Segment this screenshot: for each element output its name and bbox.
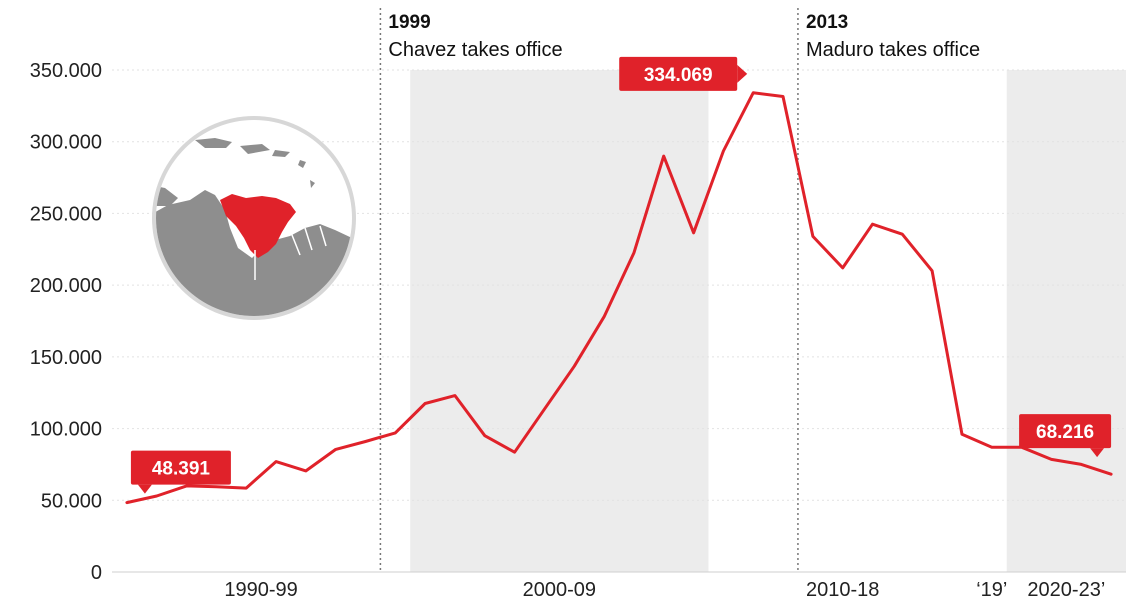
callout-pointer <box>1090 448 1105 458</box>
callout-pointer <box>137 484 152 494</box>
period-shading-layer <box>410 70 1126 572</box>
x-period-label: 2020-23’ <box>1027 579 1105 601</box>
x-axis: 1990-99 2000-09 2010-18 ‘19’ 2020-23’ <box>224 579 1105 601</box>
y-tick-label: 150.000 <box>30 347 102 369</box>
y-tick-label: 350.000 <box>30 60 102 82</box>
callout-label: 68.216 <box>1036 422 1094 443</box>
border-lines <box>254 225 327 280</box>
x-period-label: 2010-18 <box>806 579 879 601</box>
x-period-label: ‘19’ <box>976 579 1007 601</box>
event-text: Chavez takes office <box>388 39 562 61</box>
caribbean-islands <box>195 138 315 188</box>
x-period-label: 1990-99 <box>224 579 297 601</box>
value-callout: 334.069 <box>619 56 748 91</box>
event-year: 2013 <box>806 12 848 33</box>
callout-pointer <box>737 64 748 83</box>
value-callout: 48.391 <box>130 450 231 494</box>
y-tick-label: 300.000 <box>30 132 102 154</box>
venezuela-highlight <box>220 194 296 258</box>
callout-box <box>619 56 738 91</box>
y-tick-label: 250.000 <box>30 203 102 225</box>
event-text: Maduro takes office <box>806 39 980 61</box>
period-shade-1 <box>410 70 709 572</box>
y-tick-label: 200.000 <box>30 275 102 297</box>
y-axis: 0 50.000 100.000 150.000 200.000 250.000 300.0… <box>30 60 102 584</box>
callout-label: 334.069 <box>644 65 713 86</box>
y-tick-label: 0 <box>91 562 102 584</box>
period-shade-4 <box>1006 70 1126 572</box>
callouts-layer: 48.391 334.069 68.216 <box>130 56 1112 494</box>
venezuela-map-inset <box>152 116 356 320</box>
event-markers: 1999 Chavez takes office 2013 Maduro takes … <box>379 8 980 572</box>
y-tick-label: 50.000 <box>41 490 102 512</box>
y-tick-label: 100.000 <box>30 419 102 441</box>
series-line-0 <box>125 91 1113 505</box>
event-year: 1999 <box>388 12 430 33</box>
callout-label: 48.391 <box>152 459 211 480</box>
callout-box <box>1019 414 1112 449</box>
x-period-label: 2000-09 <box>523 579 596 601</box>
callout-box <box>130 450 231 485</box>
value-callout: 68.216 <box>1019 414 1112 458</box>
